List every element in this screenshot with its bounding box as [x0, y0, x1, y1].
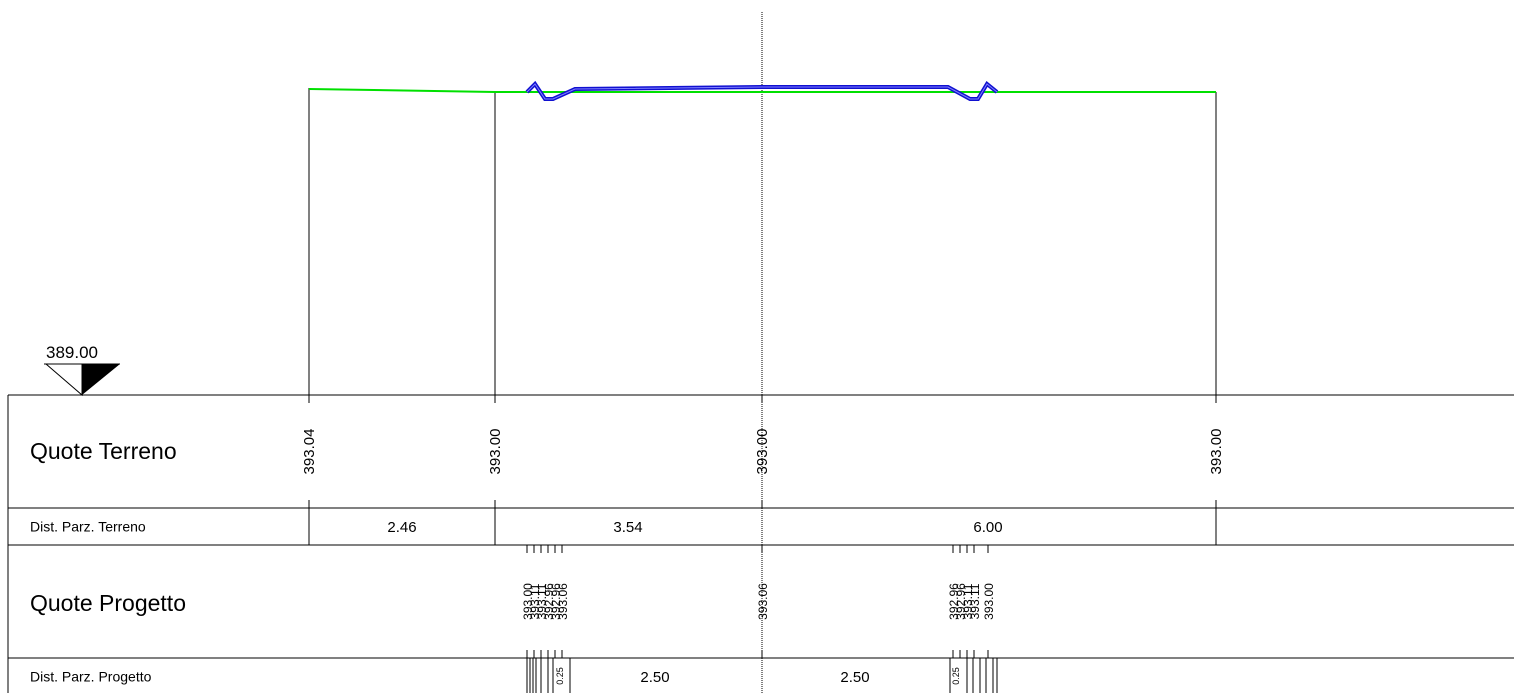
datum-label: 389.00	[46, 343, 98, 362]
value-label: 393.11	[528, 583, 542, 619]
row-title: Dist. Parz. Progetto	[30, 669, 152, 685]
value-label: 6.00	[973, 519, 1002, 536]
value-label: 0.25	[951, 667, 961, 685]
value-label: 393.11	[961, 583, 975, 619]
section-verticals	[308, 88, 1217, 395]
datum-triangle-fill	[82, 364, 120, 395]
table-grid	[7, 394, 1514, 693]
row-title: Dist. Parz. Terreno	[30, 519, 146, 535]
value-label: 393.00	[487, 429, 504, 475]
value-label: 0.25	[555, 667, 565, 685]
value-label: 393.06	[756, 583, 770, 620]
value-label: 393.11	[968, 583, 982, 619]
value-label: 2.50	[640, 669, 669, 686]
row-title: Quote Progetto	[30, 590, 186, 616]
value-label: 392.96	[954, 583, 968, 620]
road-profile-inner	[526, 83, 998, 100]
value-label: 392.96	[947, 583, 961, 620]
terrain-line	[308, 88, 1216, 93]
value-label: 393.00	[754, 429, 771, 475]
row-title: Quote Terreno	[30, 438, 177, 464]
value-label: 2.50	[840, 669, 869, 686]
value-label: 393.06	[556, 583, 570, 620]
value-label: 393.00	[1208, 429, 1225, 475]
value-label: 393.04	[301, 429, 318, 475]
value-label: 2.46	[387, 519, 416, 536]
value-label: 393.11	[535, 583, 549, 619]
datum-triangle	[44, 363, 83, 397]
value-label: 392.96	[542, 583, 556, 620]
value-label: 393.00	[521, 583, 535, 620]
value-label: 393.00	[982, 583, 996, 620]
value-label: 3.54	[613, 519, 642, 536]
value-label: 392.96	[549, 583, 563, 620]
